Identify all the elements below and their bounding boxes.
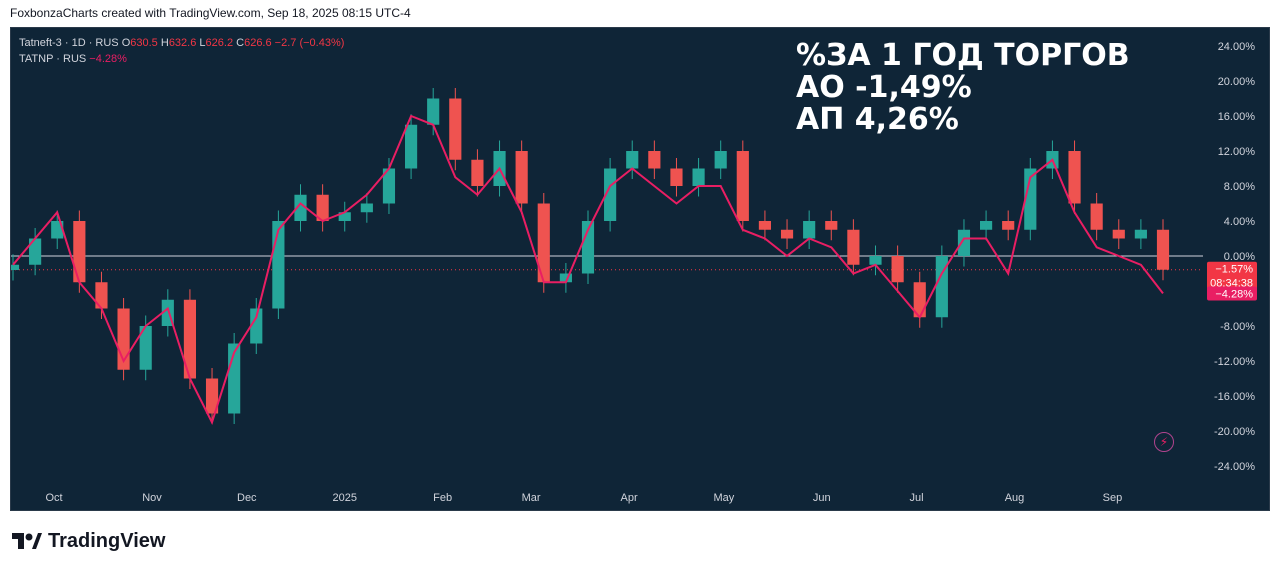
candle (1090, 193, 1103, 241)
candle (1112, 219, 1125, 249)
y-tick-label: 12.00% (1218, 146, 1256, 158)
tradingview-logo: TradingView (12, 530, 165, 553)
annotation-line-2: АО -1,49% (796, 70, 972, 105)
candle (29, 228, 42, 276)
candle (979, 210, 993, 241)
annotation-line-1: %ЗА 1 ГОД ТОРГОВ (796, 38, 1130, 73)
candle (427, 88, 440, 136)
candle (891, 245, 904, 293)
candle (73, 210, 86, 293)
high-value: 632.6 (168, 37, 197, 49)
compare-change: −4.28% (89, 53, 127, 65)
candle (1002, 210, 1015, 241)
candle (935, 245, 948, 328)
candle (250, 298, 263, 354)
candle (803, 210, 816, 249)
candle (714, 140, 727, 179)
x-tick-label: Apr (621, 492, 638, 504)
candle (1024, 158, 1037, 241)
candle (51, 210, 64, 249)
tatnp-compare-line (12, 114, 1164, 425)
candle (404, 114, 418, 179)
y-tick-label: 24.00% (1218, 41, 1256, 53)
annotation-text: %ЗА 1 ГОД ТОРГОВ АО -1,49% АП 4,26% (796, 40, 1130, 136)
y-tick-label: -8.00% (1220, 321, 1255, 333)
candle (183, 289, 197, 389)
close-value: 626.6 (244, 37, 272, 49)
candle (736, 140, 749, 232)
candle (515, 140, 528, 214)
x-tick-label: Mar (522, 492, 541, 504)
candle (1068, 140, 1081, 214)
candle (648, 140, 661, 179)
candle (559, 263, 572, 293)
y-tick-label: 4.00% (1224, 216, 1255, 228)
candle (604, 158, 617, 232)
tradingview-logo-icon (12, 532, 42, 549)
close-label: C (236, 37, 245, 49)
candle (581, 210, 595, 284)
open-value: 630.5 (130, 37, 158, 49)
candle (449, 88, 462, 171)
y-tick-label: -12.00% (1214, 356, 1255, 368)
y-tick-label: -16.00% (1214, 391, 1255, 403)
x-tick-label: Jun (813, 492, 831, 504)
candle (117, 298, 130, 381)
svg-text:−1.57%: −1.57% (1215, 264, 1253, 276)
candle (1134, 219, 1147, 249)
candle (11, 254, 20, 281)
y-tick-label: -24.00% (1214, 461, 1255, 473)
x-tick-label: Feb (433, 492, 452, 504)
x-tick-label: Dec (237, 492, 257, 504)
candle (294, 184, 307, 232)
candle (95, 271, 108, 319)
low-label: L (199, 37, 206, 49)
candle (913, 271, 926, 328)
y-tick-label: 16.00% (1218, 111, 1256, 123)
candle (692, 158, 705, 197)
change-value: −2.7 (−0.43%) (274, 37, 345, 49)
candle (825, 210, 838, 241)
chart-caption: FoxbonzaCharts created with TradingView.… (10, 6, 411, 20)
y-tick-label: 0.00% (1224, 251, 1255, 263)
candle (626, 140, 639, 179)
x-tick-label: 2025 (332, 492, 356, 504)
candle (272, 210, 285, 319)
x-tick-label: Oct (46, 492, 63, 504)
annotation-line-3: АП 4,26% (796, 102, 959, 137)
x-tick-label: May (713, 492, 734, 504)
x-tick-label: Jul (910, 492, 924, 504)
candle (537, 193, 550, 293)
candle (780, 219, 794, 249)
candle (957, 219, 971, 267)
symbol-line[interactable]: Tatneft-3 · 1D · RUS (19, 37, 119, 49)
high-label: H (160, 37, 169, 49)
candle (758, 210, 772, 241)
candle (1156, 219, 1170, 281)
y-tick-label: 20.00% (1218, 76, 1256, 88)
compare-symbol[interactable]: TATNP · RUS (19, 53, 87, 65)
candle (847, 219, 860, 276)
chart-panel[interactable]: 24.00% 20.00% 16.00% 12.00% 8.00% 4.00% 0.00% -… (10, 27, 1270, 511)
x-tick-label: Nov (142, 492, 162, 504)
candle (338, 201, 351, 232)
low-value: 626.2 (205, 37, 234, 49)
x-tick-label: Aug (1005, 492, 1025, 504)
open-label: O (121, 37, 131, 49)
candle (869, 245, 882, 276)
svg-text:−4.28%: −4.28% (1215, 288, 1253, 300)
candle (316, 184, 329, 232)
candle (471, 149, 484, 197)
chart-legend: Tatneft-3 · 1D · RUS O630.5 H632.6 L626.… (19, 35, 344, 67)
candle (205, 368, 219, 424)
candle (360, 193, 373, 223)
flash-icon[interactable]: ⚡ (1154, 432, 1174, 452)
candle (670, 158, 683, 197)
y-tick-label: -20.00% (1214, 426, 1255, 438)
compare-last-label: −4.28% (1207, 286, 1257, 301)
price-chart[interactable]: 24.00% 20.00% 16.00% 12.00% 8.00% 4.00% 0.00% -… (11, 28, 1270, 511)
x-tick-label: Sep (1103, 492, 1123, 504)
tradingview-logo-text: TradingView (48, 530, 166, 552)
y-tick-label: 8.00% (1224, 181, 1255, 193)
